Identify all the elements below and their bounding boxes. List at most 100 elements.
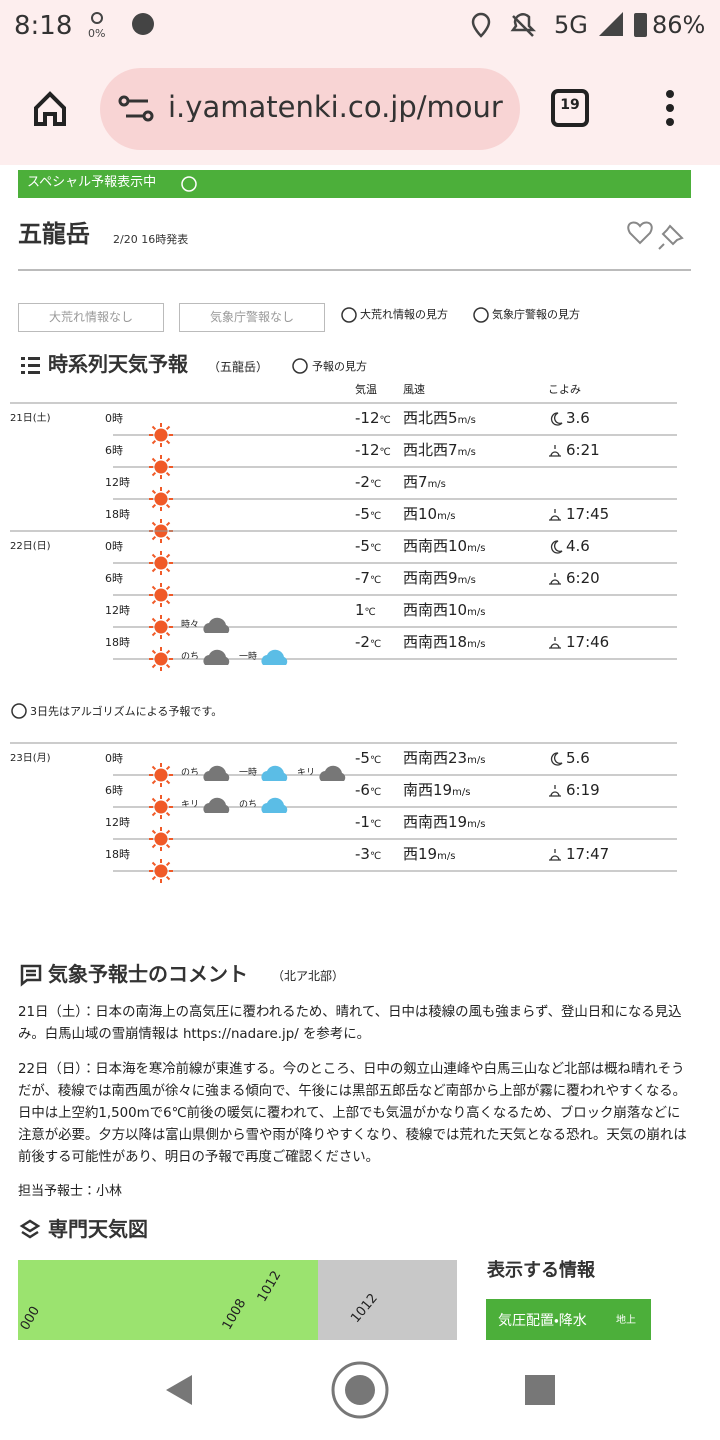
issued: 2/20 16時発表 bbox=[113, 233, 189, 246]
wind-unit: m/s bbox=[427, 479, 446, 490]
hour: 0時 bbox=[105, 540, 123, 553]
alert-button[interactable]: 気象庁警報なし bbox=[179, 303, 325, 332]
hour: 6時 bbox=[105, 784, 123, 797]
tabs-button[interactable] bbox=[551, 89, 589, 127]
cloud-icon bbox=[261, 649, 288, 665]
weather-note: のち bbox=[239, 800, 258, 810]
home-button[interactable] bbox=[34, 91, 66, 126]
wind-speed: 10 bbox=[448, 601, 468, 619]
wind-unit: m/s bbox=[457, 447, 476, 458]
sun-icon bbox=[149, 795, 173, 819]
wind: 西南西9m/s bbox=[403, 571, 476, 586]
temperature-unit: ℃ bbox=[369, 851, 382, 862]
temperature-value: 1 bbox=[355, 601, 365, 619]
back-button[interactable] bbox=[166, 1375, 192, 1405]
pin-button[interactable] bbox=[658, 224, 684, 250]
clock: 8:18 bbox=[14, 11, 73, 41]
almanac: 17:46 bbox=[566, 633, 610, 651]
layers-icon bbox=[19, 1219, 41, 1239]
column-header: 気温 bbox=[355, 383, 377, 396]
alert-button[interactable]: 大荒れ情報なし bbox=[18, 303, 164, 332]
temperature-unit: ℃ bbox=[369, 575, 382, 586]
temperature: -5℃ bbox=[355, 751, 381, 766]
wind-direction: 西南西 bbox=[403, 601, 449, 619]
wind: 西7m/s bbox=[403, 475, 446, 490]
home-nav-button[interactable] bbox=[331, 1361, 389, 1419]
hour: 6時 bbox=[105, 572, 123, 585]
favorite-button[interactable] bbox=[627, 221, 653, 245]
temperature: -6℃ bbox=[355, 783, 381, 798]
wind-speed: 19 bbox=[448, 813, 468, 831]
sun-icon bbox=[149, 551, 173, 575]
weather-map[interactable]: 000 1008 1012 1012 bbox=[18, 1260, 457, 1340]
sun-icon bbox=[149, 763, 173, 787]
almanac: 6:21 bbox=[566, 441, 600, 459]
network: 5G bbox=[554, 11, 588, 39]
hour: 12時 bbox=[105, 816, 130, 829]
wind-direction: 西 bbox=[403, 473, 419, 491]
side-title: 表示する情報 bbox=[487, 1260, 595, 1281]
sunset-icon bbox=[549, 637, 561, 649]
temperature-unit: ℃ bbox=[379, 415, 391, 426]
banner-text: スペシャル予報表示中 bbox=[27, 175, 157, 190]
temperature: -3℃ bbox=[355, 847, 381, 862]
wind-direction: 西 bbox=[403, 845, 419, 863]
menu-button[interactable] bbox=[666, 90, 674, 126]
app-icon bbox=[132, 13, 154, 35]
wind-direction: 西北西 bbox=[403, 441, 449, 459]
temperature-value: -3 bbox=[355, 845, 370, 863]
map-button[interactable] bbox=[486, 1299, 651, 1340]
map-button-sub[interactable]: 地上 bbox=[616, 1315, 636, 1326]
recents-button[interactable] bbox=[525, 1375, 555, 1405]
wind-unit: m/s bbox=[467, 543, 486, 554]
sun-icon bbox=[149, 455, 173, 479]
wind-speed: 23 bbox=[448, 749, 468, 767]
temperature-unit: ℃ bbox=[369, 755, 382, 766]
wind-speed: 18 bbox=[448, 633, 468, 651]
wind: 西南西19m/s bbox=[403, 815, 485, 830]
wind: 西南西10m/s bbox=[403, 539, 485, 554]
divider bbox=[18, 269, 691, 271]
wind-speed: 10 bbox=[418, 505, 438, 523]
location-icon bbox=[471, 12, 491, 38]
map-button-label[interactable]: 気圧配置・降水 bbox=[498, 1313, 587, 1329]
temperature-unit: ℃ bbox=[369, 543, 382, 554]
weather-status-icon bbox=[91, 12, 103, 24]
almanac: 6:19 bbox=[566, 781, 600, 799]
cloud-icon bbox=[203, 765, 230, 781]
url[interactable]: i.yamatenki.co.jp/mour bbox=[168, 93, 503, 122]
moon-icon bbox=[550, 412, 563, 426]
wind: 西10m/s bbox=[403, 507, 455, 522]
wind-direction: 西南西 bbox=[403, 749, 449, 767]
section-title: 気象予報士のコメント bbox=[48, 962, 248, 986]
help-link[interactable]: 気象庁警報の見方 bbox=[492, 308, 580, 321]
section-title: 専門天気図 bbox=[48, 1217, 148, 1241]
wind-unit: m/s bbox=[467, 639, 486, 650]
wind-direction: 西南西 bbox=[403, 813, 449, 831]
mute-icon bbox=[510, 13, 537, 37]
weather-note: のち bbox=[181, 652, 200, 662]
site-settings-icon[interactable] bbox=[118, 95, 154, 122]
hour: 12時 bbox=[105, 476, 130, 489]
wind-direction: 西南西 bbox=[403, 537, 449, 555]
temperature: -5℃ bbox=[355, 507, 381, 522]
help-link[interactable]: 大荒れ情報の見方 bbox=[360, 308, 448, 321]
cloud-icon bbox=[261, 765, 288, 781]
help-link[interactable]: 予報の見方 bbox=[312, 360, 367, 373]
hour: 6時 bbox=[105, 444, 123, 457]
temperature-value: -5 bbox=[355, 537, 370, 555]
wind-direction: 西南西 bbox=[403, 569, 449, 587]
temperature-value: -1 bbox=[355, 813, 370, 831]
temperature-value: -6 bbox=[355, 781, 370, 799]
almanac: 4.6 bbox=[566, 537, 590, 555]
page-title: 五龍岳 bbox=[18, 220, 90, 248]
hour: 18時 bbox=[105, 848, 130, 861]
temperature-value: -5 bbox=[355, 505, 370, 523]
wind-direction: 西 bbox=[403, 505, 419, 523]
tab-count[interactable]: 19 bbox=[560, 97, 580, 113]
temperature-unit: ℃ bbox=[369, 511, 382, 522]
url-bar[interactable] bbox=[100, 68, 520, 150]
